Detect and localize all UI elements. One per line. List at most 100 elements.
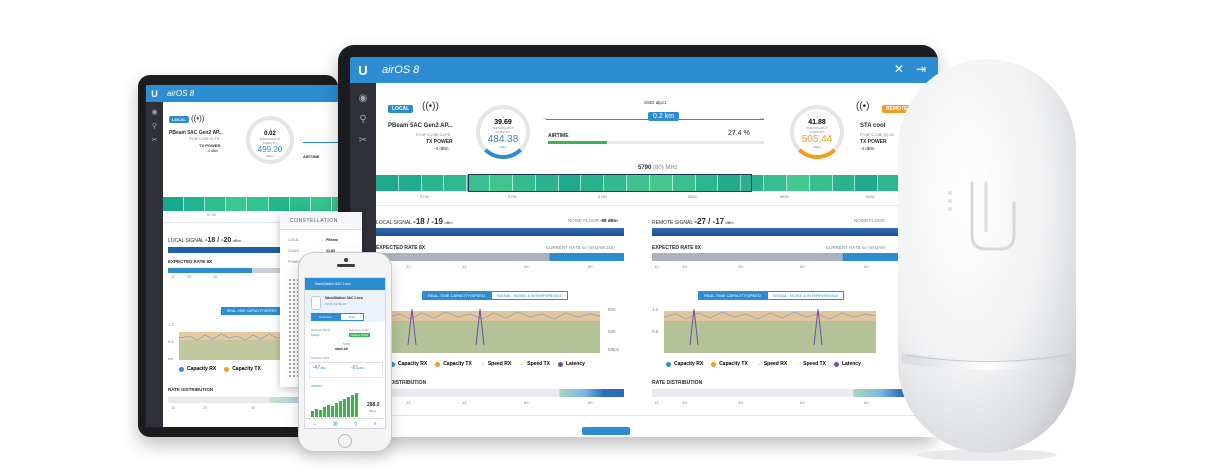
freq-tick-4: 5800 [688,194,697,199]
bottom-blue-button[interactable] [582,427,630,435]
chart-icon[interactable]: ▥ [332,420,338,427]
tools-icon[interactable]: ✂ [151,137,158,144]
frequency-center: 5790 [638,165,652,171]
rate-tick-3: 4X [213,275,218,279]
chart-tab-capacity[interactable]: REAL-TIME CAPACITY/SPEED [221,307,283,315]
dashboard-icon[interactable]: ◉ [358,93,368,104]
legend-capacity-rx: Capacity RX [179,366,216,372]
device-mac: F0:9F:C2:5E:21:F5 [189,137,219,141]
remote-capacity-label: CAPACITY [809,130,825,134]
logout-icon[interactable]: ⇥ [915,62,926,76]
local-y-right-top: 800 [608,307,616,312]
remote-dist-tick-2: 2X [682,400,687,405]
local-device-name: PBeam 5AC Gen2 AP... [388,123,453,129]
tx-power-label: TX POWER [199,143,221,148]
home-icon[interactable]: ⌂ [313,420,317,427]
ubiquiti-emblem-icon [970,181,1016,251]
phone-screen: NanoStation 5AC Loco NanoStation 5AC Loc… [304,277,386,429]
legend-capacity-rx: Capacity RX [390,361,427,367]
throughput-gauge: ↓ 0.02 THROUGHPUT CAPACITY 499.20 Mbps [246,116,294,164]
remote-tx-power-label: TX POWER [860,139,887,145]
freq-tick-3: 5780 [598,194,607,199]
remote-tab-capacity[interactable]: REAL-TIME CAPACITY/SPEED [698,291,767,300]
remote-rate-tick-4: 6X [800,264,805,269]
local-signal-label: LOCAL SIGNAL [376,220,412,226]
remote-y-mid: 0.6 [652,329,659,334]
remote-dist-tick-1: 1X [654,400,659,405]
const-row-key-1: LOCAL [288,238,300,242]
local-throughput-label: THROUGHPUT [492,126,514,130]
airtime-label: AIRTIME [548,133,569,139]
settings-icon[interactable]: ⚲ [151,123,158,130]
local-signal-bar [168,247,288,253]
local-signal-value: -18 / -19 [413,217,443,226]
divider [376,415,924,416]
device-icon[interactable]: ▯ [354,420,358,427]
app-title: airOS 8 [382,64,420,76]
frequency-width: (80) MHz [653,165,678,171]
settings-icon[interactable]: ⚲ [359,114,367,125]
phone-signal-remote: -61dBm [351,365,364,371]
phone-tab-stats[interactable]: Stats [339,313,365,321]
remote-dist-tick-3: 4X [738,400,743,405]
const-row-val-1: PBeam [326,238,338,242]
frequency-spectrum-bar [163,197,338,211]
local-badge: LOCAL [388,105,414,113]
local-capacity-unit: Mbps [499,145,507,149]
wireless-mode-label: Wireless Mode [349,328,369,332]
dashboard-icon[interactable]: ◉ [151,109,158,116]
local-chart-tabs: REAL-TIME CAPACITY/SPEED SIGNAL, NOISE &… [422,291,569,300]
constellation-title: CONSTELLATION [290,218,338,224]
link-line [303,142,338,143]
chart-tab-toggle: REAL-TIME CAPACITY/SPEED [221,307,283,315]
tools-icon[interactable]: ✕ [893,62,904,76]
menu-icon[interactable]: ≡ [373,420,377,427]
const-row-val-2: 21:85 [326,249,335,253]
remote-current-rate: CURRENT RATE 8x (64QAM [826,245,885,250]
local-signal-label: LOCAL SIGNAL [168,238,204,244]
y-unit: ms [168,356,174,361]
local-throughput-value: 39.69 [494,119,512,126]
local-signal-bar [376,228,624,236]
remote-throughput-value: 41.88 [808,119,826,126]
y-tick-mid: 0.6 [168,339,174,344]
remote-rate-bar [652,253,924,261]
ssid: SSID alpc1 [644,100,667,105]
local-throughput-gauge: ↓ 39.69 THROUGHPUT CAPACITY 484.38 Mbps [476,105,530,159]
local-tx-power-label: TX POWER [426,139,453,145]
local-signal-unit: dBm [232,238,241,243]
airtime-track [548,141,764,144]
remote-capacity-value: 505.44 [801,134,833,145]
phone-capacity-unit: Mbps [369,409,377,413]
wireless-mode-value: Station WDS [349,333,371,337]
frequency-selection[interactable] [468,174,752,192]
topbar-actions: ✕ ⇥ [894,62,926,76]
local-antenna-icon: ((•)) [422,101,439,112]
remote-dropdown[interactable]: REMOTE (1) ∨ [882,105,924,113]
expected-rate-label: EXPECTED RATE 8X [168,259,213,264]
capacity-value: 499.20 [257,145,283,154]
phone-tab-overview[interactable]: Overview [311,313,340,321]
local-y-unit: Mbps [608,347,620,352]
local-tab-capacity[interactable]: REAL-TIME CAPACITY/SPEED [422,291,491,300]
remote-signal: REMOTE SIGNAL -27 / -17 dBm [652,217,734,226]
link-distance: 0.2 km [648,112,680,121]
dist-tick-3: 4X [251,406,256,410]
local-dist-tick-3: 4X [462,400,467,405]
capacity-label: CAPACITY [262,141,278,145]
remote-chart-tabs: REAL-TIME CAPACITY/SPEED SIGNAL, NOISE &… [698,291,845,300]
freq-tick: 5,740 [207,213,216,217]
remote-tab-signal[interactable]: SIGNAL, NOISE & INTERFERENCE [766,291,845,300]
tools-icon[interactable]: ✂ [358,135,368,146]
phone-tabs: Overview Stats [311,313,365,321]
legend-speed-rx: → Speed RX [755,361,788,367]
local-tab-signal[interactable]: SIGNAL, NOISE & INTERFERENCE [490,291,569,300]
phone-device-mac: F0:9F:C2:5E:1E [325,302,347,306]
remote-signal-unit: dBm [725,220,734,225]
upload-arrow-icon: ↑ [816,114,818,119]
remote-capacity-chart [664,305,876,353]
local-rate-tick-3: 4X [462,264,467,269]
constellation-dots [288,278,300,378]
local-noise: NOISE FLOOR -88 dBm [568,218,618,223]
